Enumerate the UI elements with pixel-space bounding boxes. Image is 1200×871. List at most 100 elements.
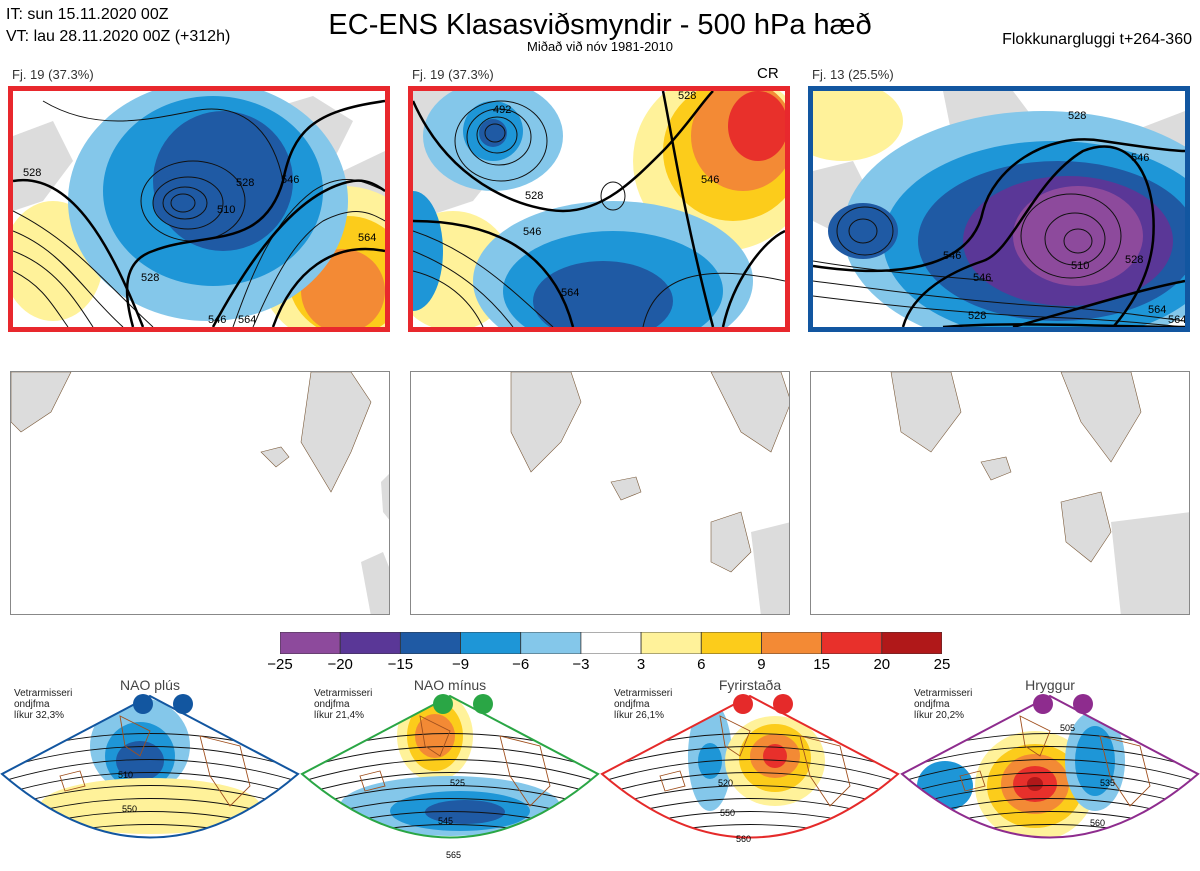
colorbar-swatches bbox=[280, 632, 942, 654]
panel-2-contour-label: 546 bbox=[523, 226, 541, 238]
regime-contour-label: 525 bbox=[450, 778, 465, 788]
regime-marker bbox=[1073, 694, 1093, 714]
regime-note: Vetrarmisseri ondjfma líkur 20,2% bbox=[914, 688, 973, 721]
regime-contour-label: 545 bbox=[438, 816, 453, 826]
regime-title: NAO mínus bbox=[413, 677, 487, 693]
colorbar-swatch bbox=[580, 632, 642, 654]
cluster-map-2: 492 528 546 564 546 528 bbox=[408, 86, 790, 332]
panel-1-contour-label: 564 bbox=[238, 314, 256, 326]
regime-map: 520 550 560 bbox=[600, 694, 900, 844]
regime-map: 505 535 560 bbox=[900, 694, 1200, 839]
colorbar-swatch bbox=[700, 632, 762, 654]
colorbar-swatch bbox=[761, 632, 823, 654]
regime-panel: 525 545 565 NAO mínus Vetrarmisseri ondjfma … bbox=[300, 676, 600, 871]
panel-2-contour-label: 492 bbox=[493, 104, 511, 116]
colorbar-tick-label: 15 bbox=[813, 656, 830, 673]
panel-3-contour-label: 546 bbox=[943, 250, 961, 262]
panel-1-contour-label: 546 bbox=[281, 174, 299, 186]
colorbar-swatch bbox=[339, 632, 401, 654]
colorbar-swatch bbox=[280, 632, 341, 654]
regime-marker bbox=[173, 694, 193, 714]
regime-contour-label: 550 bbox=[720, 808, 735, 818]
colorbar-tick-label: 6 bbox=[697, 656, 706, 673]
regime-note: Vetrarmisseri ondjfma líkur 32,3% bbox=[14, 688, 73, 721]
regime-contour-label: 550 bbox=[122, 804, 137, 814]
panel-2-contour-label: 564 bbox=[561, 287, 579, 299]
colorbar-ticks: −25 −20 −15 −9 −6 −3 3 6 9 15 20 25 bbox=[267, 656, 950, 674]
colorbar-tick-label: 20 bbox=[873, 656, 891, 673]
regime-contour-label: 520 bbox=[718, 778, 733, 788]
panel-3-contour-label: 564 bbox=[1148, 304, 1166, 316]
regime-title: NAO plús bbox=[120, 677, 180, 693]
colorbar-tick-label: 3 bbox=[636, 656, 646, 673]
regime-panel: 520 550 560 Fyrirstaða Vetrarmisseri ondjfma… bbox=[600, 676, 900, 871]
panel-2-contour-label: 528 bbox=[525, 190, 543, 202]
colorbar-swatch bbox=[460, 632, 522, 654]
panel-1-contour-label: 528 bbox=[23, 167, 41, 179]
regime-marker bbox=[1033, 694, 1053, 714]
colorbar-tick-label: 9 bbox=[757, 656, 766, 673]
regime-note: Vetrarmisseri ondjfma líkur 26,1% bbox=[614, 688, 673, 721]
regime-contour-label: 535 bbox=[1100, 778, 1115, 788]
panel-1-contour-label: 510 bbox=[217, 204, 235, 216]
cluster-map-1: 510 528 546 564 528 546 564 528 bbox=[8, 86, 390, 332]
regime-note: Vetrarmisseri ondjfma líkur 21,4% bbox=[314, 688, 373, 721]
cluster-map-3: 528 546 510 528 546 564 528 546 564 bbox=[808, 86, 1190, 332]
regime-marker bbox=[133, 694, 153, 714]
panel-3-contour-label: 528 bbox=[968, 310, 986, 322]
page-title: EC-ENS Klasasviðsmyndir - 500 hPa hæð bbox=[328, 9, 872, 41]
panel-3-label: Fj. 13 (25.5%) bbox=[812, 67, 894, 82]
panel-3-contour-label: 528 bbox=[1125, 254, 1143, 266]
panel-2-tag: CR bbox=[757, 65, 779, 82]
colorbar-swatch bbox=[399, 632, 461, 654]
colorbar-swatch bbox=[881, 632, 942, 654]
classification-window: Flokkunargluggi t+264-360 bbox=[1002, 31, 1192, 48]
regime-panel: 505 535 560 Hryggur Vetrarmisseri ondjfma lí… bbox=[900, 676, 1200, 871]
regime-contour-label: 510 bbox=[118, 770, 133, 780]
colorbar-tick-label: −15 bbox=[387, 656, 414, 673]
regime-contour-label: 565 bbox=[446, 850, 461, 860]
regime-map: 510 550 bbox=[0, 694, 300, 839]
regime-contour-label: 560 bbox=[736, 834, 751, 844]
regime-marker bbox=[473, 694, 493, 714]
colorbar-tick-label: −6 bbox=[512, 656, 530, 673]
panel-2-label: Fj. 19 (37.3%) bbox=[412, 67, 494, 82]
valid-time: VT: lau 28.11.2020 00Z (+312h) bbox=[6, 28, 231, 45]
colorbar-swatch bbox=[640, 632, 702, 654]
panel-3-contour-label: 510 bbox=[1071, 260, 1089, 272]
panel-3-contour-label: 546 bbox=[1131, 152, 1149, 164]
regime-panel: 510 550 NAO plús Vetrarmisseri ondjfma líku… bbox=[0, 676, 300, 871]
panel-2-contour-label: 546 bbox=[701, 174, 719, 186]
colorbar-swatch bbox=[821, 632, 883, 654]
colorbar-tick-label: −25 bbox=[267, 656, 293, 673]
weather-regimes: 510 550 NAO plús Vetrarmisseri ondjfma líku… bbox=[0, 676, 1200, 871]
panel-1-contour-label: 528 bbox=[141, 272, 159, 284]
panel-3-contour-label: 564 bbox=[1168, 314, 1185, 326]
regime-map: 525 545 565 bbox=[300, 694, 600, 860]
regime-marker bbox=[433, 694, 453, 714]
colorbar-tick-label: −3 bbox=[572, 656, 590, 673]
colorbar-tick-label: −20 bbox=[327, 656, 353, 673]
colorbar-swatch bbox=[520, 632, 582, 654]
panel-1-contour-label: 546 bbox=[208, 314, 226, 326]
regime-marker bbox=[733, 694, 753, 714]
colorbar-tick-label: 25 bbox=[933, 656, 951, 673]
empty-map-2 bbox=[410, 371, 790, 615]
panel-1-contour-label: 564 bbox=[358, 232, 376, 244]
empty-map-1 bbox=[10, 371, 390, 615]
regime-title: Hryggur bbox=[1025, 677, 1075, 693]
panel-3-contour-label: 546 bbox=[973, 272, 991, 284]
panel-2-contour-label: 528 bbox=[678, 91, 696, 102]
panel-3-contour-label: 528 bbox=[1068, 110, 1086, 122]
panel-1-contour-label: 528 bbox=[236, 177, 254, 189]
empty-map-3 bbox=[810, 371, 1190, 615]
page-subtitle: Miðað við nóv 1981-2010 bbox=[527, 39, 673, 54]
header-times: IT: sun 15.11.2020 00Z VT: lau 28.11.202… bbox=[6, 4, 230, 48]
initial-time: IT: sun 15.11.2020 00Z bbox=[6, 6, 169, 23]
regime-title: Fyrirstaða bbox=[718, 677, 782, 693]
regime-marker bbox=[773, 694, 793, 714]
colorbar bbox=[280, 632, 942, 654]
panel-1-label: Fj. 19 (37.3%) bbox=[12, 67, 94, 82]
regime-contour-label: 560 bbox=[1090, 818, 1105, 828]
regime-contour-label: 505 bbox=[1060, 723, 1075, 733]
